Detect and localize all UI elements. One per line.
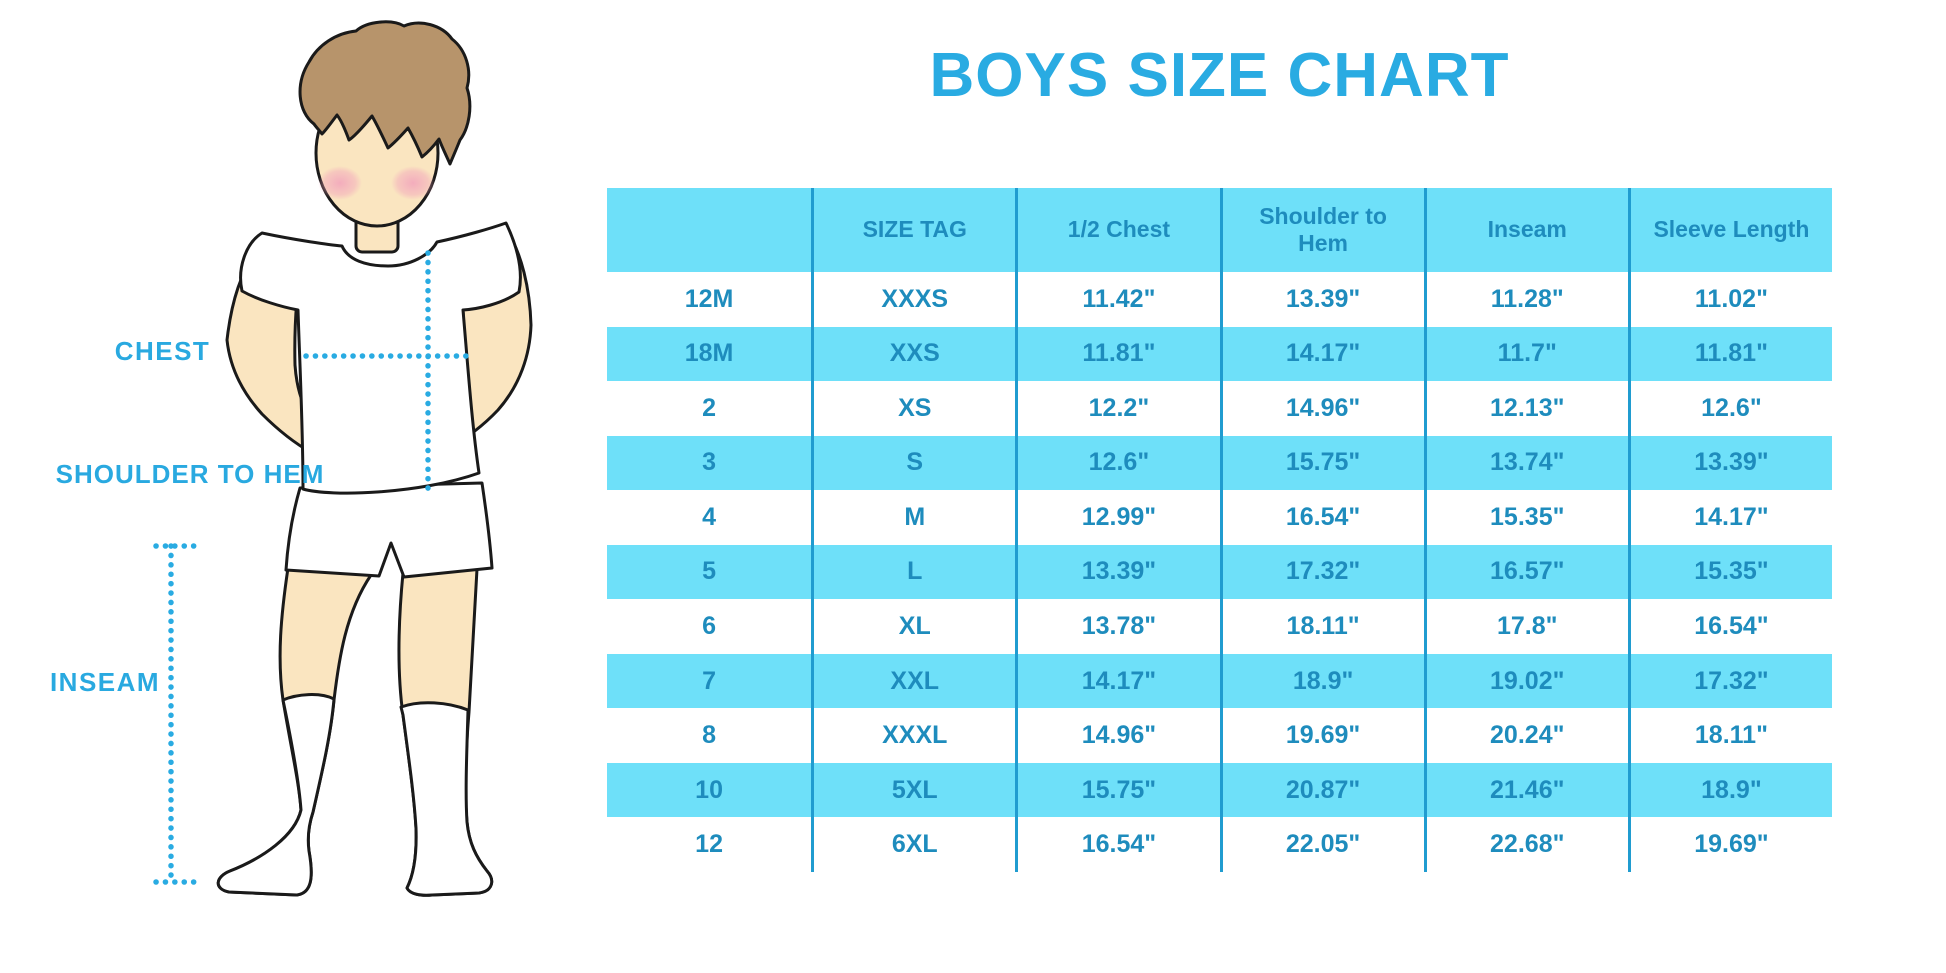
table-cell: 17.32" [1627, 653, 1832, 709]
table-cell: 15.35" [1423, 490, 1628, 545]
table-cell: 16.57" [1423, 544, 1628, 600]
table-cell: 12.2" [1015, 381, 1220, 436]
table-cell: 11.81" [1627, 326, 1832, 382]
inseam-label: INSEAM [49, 667, 161, 697]
chest-label: CHEST [114, 336, 211, 366]
table-cell: 14.17" [1219, 326, 1424, 382]
table-cell: 22.68" [1423, 817, 1628, 872]
table-cell: 12.6" [1015, 435, 1220, 491]
table-cell: 13.39" [1015, 544, 1220, 600]
table-cell: 13.39" [1627, 435, 1832, 491]
table-cell: 11.7" [1423, 326, 1628, 382]
table-cell: 14.17" [1015, 653, 1220, 709]
table-cell: 18.9" [1627, 762, 1832, 818]
table-cell: 16.54" [1015, 817, 1220, 872]
left-blush-cheek [318, 166, 362, 200]
table-cell: S [811, 435, 1016, 491]
header-cell: 1/2 Chest [1015, 188, 1220, 272]
table-cell: 13.78" [1015, 599, 1220, 654]
table-cell: 18.11" [1627, 708, 1832, 763]
table-cell: 14.96" [1015, 708, 1220, 763]
table-cell: 11.28" [1423, 272, 1628, 327]
table-cell: 12.6" [1627, 381, 1832, 436]
size-chart-table: SIZE TAG 1/2 Chest Shoulder to Hem Inseam Sl… [607, 188, 1832, 872]
table-cell: XS [811, 381, 1016, 436]
table-cell: 15.75" [1219, 435, 1424, 491]
table-cell: 17.32" [1219, 544, 1424, 600]
table-cell: 15.35" [1627, 544, 1832, 600]
table-cell: 2 [607, 381, 812, 436]
table-cell: M [811, 490, 1016, 545]
table-cell: 8 [607, 708, 812, 763]
table-cell: 17.8" [1423, 599, 1628, 654]
table-cell: 19.02" [1423, 653, 1628, 709]
table-cell: 18.11" [1219, 599, 1424, 654]
header-cell: Inseam [1423, 188, 1628, 272]
table-cell: XL [811, 599, 1016, 654]
measurement-lines [153, 250, 469, 885]
header-cell: SIZE TAG [811, 188, 1016, 272]
table-cell: XXXS [811, 272, 1016, 327]
table-cell: 12.13" [1423, 381, 1628, 436]
table-cell: XXS [811, 326, 1016, 382]
table-cell: 7 [607, 653, 812, 709]
table-cell: 21.46" [1423, 762, 1628, 818]
header-cell: Shoulder to Hem [1219, 188, 1424, 272]
table-cell: 16.54" [1219, 490, 1424, 545]
table-cell: 19.69" [1219, 708, 1424, 763]
table-cell: 11.02" [1627, 272, 1832, 327]
table-cell: XXXL [811, 708, 1016, 763]
table-cell: 16.54" [1627, 599, 1832, 654]
table-cell: 18.9" [1219, 653, 1424, 709]
header-cell [607, 188, 812, 272]
table-cell: 6XL [811, 817, 1016, 872]
shoulder-to-hem-label: SHOULDER TO HEM [55, 459, 325, 489]
table-cell: 12 [607, 817, 812, 872]
left-sock [216, 693, 336, 897]
table-cell: 11.81" [1015, 326, 1220, 382]
table-cell: 5 [607, 544, 812, 600]
boy-illustration [153, 20, 533, 897]
shorts [284, 481, 494, 579]
table-cell: 13.74" [1423, 435, 1628, 491]
table-cell: 4 [607, 490, 812, 545]
table-cell: 14.96" [1219, 381, 1424, 436]
table-cell: 12M [607, 272, 812, 327]
hair [298, 20, 472, 166]
right-sock [399, 701, 494, 897]
table-cell: L [811, 544, 1016, 600]
table-cell: 5XL [811, 762, 1016, 818]
table-cell: XXL [811, 653, 1016, 709]
right-blush-cheek [391, 166, 435, 200]
table-cell: 14.17" [1627, 490, 1832, 545]
table-cell: 20.24" [1423, 708, 1628, 763]
table-cell: 20.87" [1219, 762, 1424, 818]
table-cell: 3 [607, 435, 812, 491]
table-cell: 15.75" [1015, 762, 1220, 818]
table-cell: 12.99" [1015, 490, 1220, 545]
table-cell: 19.69" [1627, 817, 1832, 872]
table-cell: 18M [607, 326, 812, 382]
table-cell: 11.42" [1015, 272, 1220, 327]
table-cell: 13.39" [1219, 272, 1424, 327]
header-cell: Sleeve Length [1627, 188, 1832, 272]
table-cell: 10 [607, 762, 812, 818]
page-title: BOYS SIZE CHART [929, 41, 1510, 110]
table-cell: 22.05" [1219, 817, 1424, 872]
table-cell: 6 [607, 599, 812, 654]
